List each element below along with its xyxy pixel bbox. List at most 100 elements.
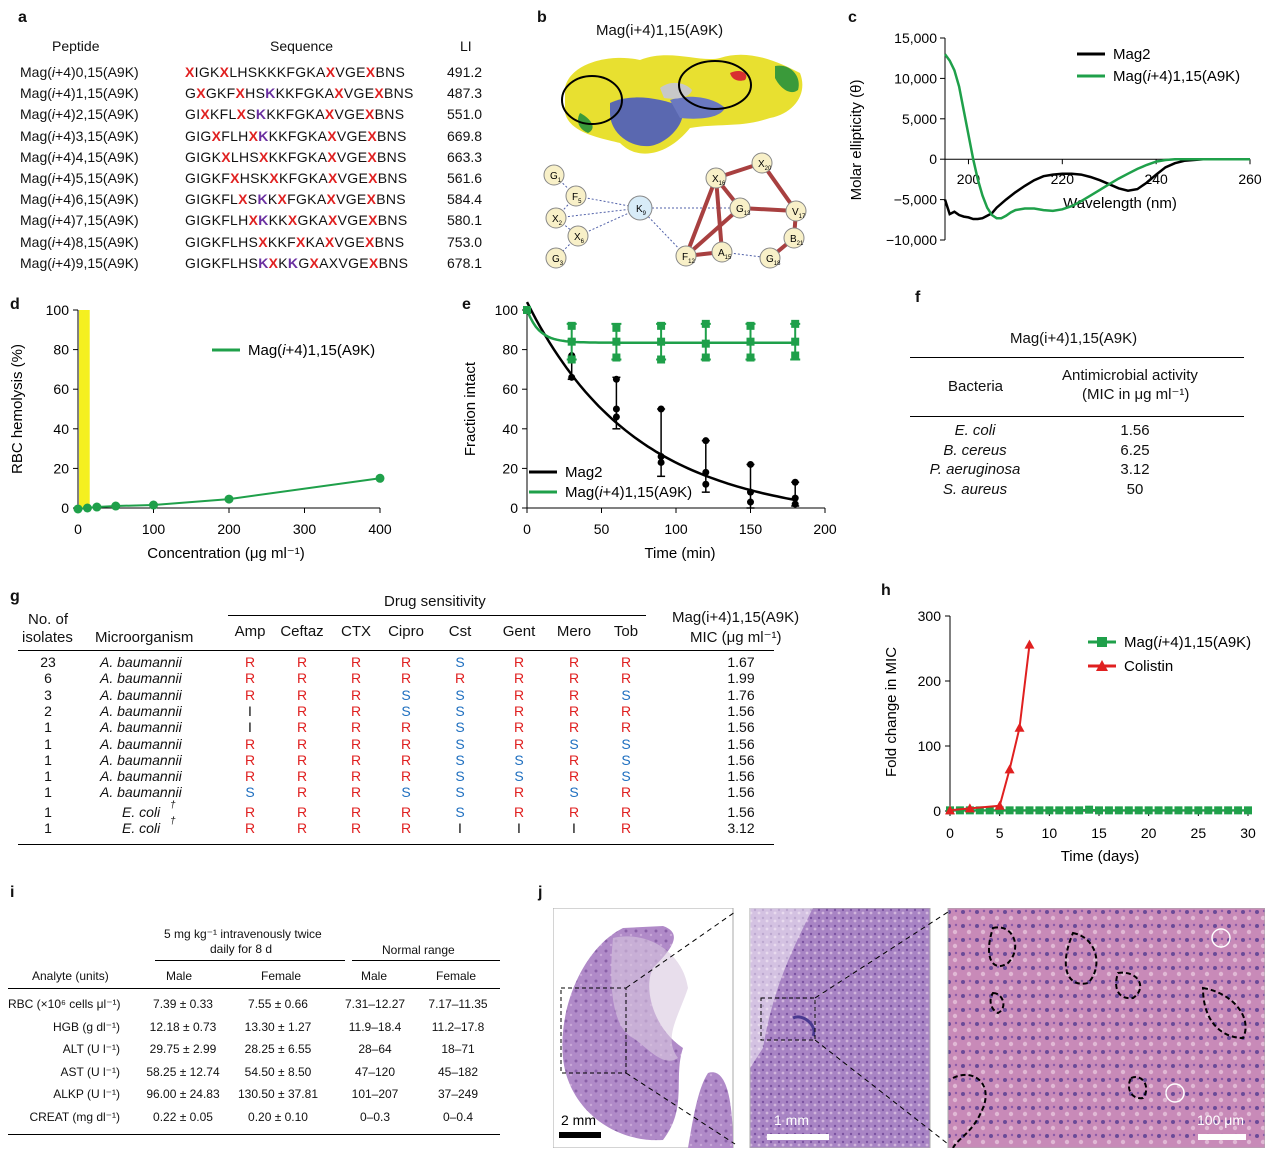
structure-title: Mag(i+4)1,15(A9K) xyxy=(596,22,724,39)
y-tick-label: 0 xyxy=(510,500,518,516)
mag-i4-point xyxy=(701,339,710,348)
mag-i4-point xyxy=(1154,806,1163,815)
g-organism: A. baumannii xyxy=(100,702,182,719)
sequence-segment: X xyxy=(368,170,378,186)
g-susceptibility-R: R xyxy=(296,751,308,768)
scale-bar-2mm: 2 mm xyxy=(561,1112,596,1128)
residue-label: F12 xyxy=(682,252,695,265)
mag-i4-point xyxy=(523,306,531,314)
legend-mag2: Mag2 xyxy=(1113,46,1151,63)
i-normal-female: 45–182 xyxy=(437,1064,479,1079)
y-tick-label: 10,000 xyxy=(894,70,937,86)
sequence-segment: K xyxy=(255,106,267,123)
colistin-point xyxy=(1014,722,1025,732)
f-mid-rule xyxy=(910,416,1244,417)
g-isolate-count: 2 xyxy=(44,702,52,719)
g-drug-header: Gent xyxy=(502,623,536,640)
f-mic: 6.25 xyxy=(1120,441,1150,459)
mag2-point xyxy=(747,488,754,496)
sequence-segment: BNS xyxy=(377,212,408,229)
i-analyte: RBC (×10⁶ cells μl⁻¹) xyxy=(8,997,121,1011)
g-susceptibility-I: I xyxy=(248,702,252,719)
li-value: 487.3 xyxy=(447,85,483,102)
sequence-segment: VGE xyxy=(336,127,368,144)
g-susceptibility-R: R xyxy=(244,670,256,687)
peptide-name: Mag(i+4)1,15(A9K) xyxy=(20,85,139,102)
g-susceptibility-R: R xyxy=(568,686,580,703)
colistin-point xyxy=(1024,639,1035,649)
legend-colistin: Colistin xyxy=(1124,658,1173,675)
g-organism: A. baumannii xyxy=(100,735,182,752)
network-edge-strong xyxy=(714,177,724,253)
peptide-name: Mag(i+4)4,15(A9K) xyxy=(20,148,139,165)
x-tick-label: 0 xyxy=(523,521,531,537)
sequence-segment: X xyxy=(230,170,240,186)
sequence-segment: X xyxy=(324,106,335,123)
mag-i4-point xyxy=(975,806,984,815)
peptide-sequence: GIGKXLHSXKKFGKAXVGEXBNS xyxy=(185,149,407,165)
g-susceptibility-S: S xyxy=(401,784,411,801)
sequence-segment: X xyxy=(368,254,379,271)
li-value: 753.0 xyxy=(447,233,483,250)
g-drug-header: Amp xyxy=(234,623,266,640)
g-susceptibility-R: R xyxy=(350,820,362,836)
g-isolate-count: 1 xyxy=(44,784,52,801)
residue-label: G1 xyxy=(550,171,562,184)
li-value: 491.2 xyxy=(447,64,483,80)
i-normal-female: 7.17–11.35 xyxy=(428,997,488,1011)
g-organism: A. baumannii xyxy=(100,784,182,801)
g-mic-value: 1.67 xyxy=(727,654,755,670)
g-susceptibility-R: R xyxy=(350,784,362,801)
residue-label: F5 xyxy=(572,192,582,205)
x-tick-label: 50 xyxy=(594,521,610,537)
sequence-segment: X xyxy=(326,191,337,208)
g-isolate-count: 1 xyxy=(44,820,52,836)
g-susceptibility-R: R xyxy=(296,820,308,836)
g-drug-header: Cipro xyxy=(388,623,424,640)
i-rule-normal xyxy=(352,960,500,961)
sequence-segment: BNS xyxy=(376,191,406,208)
g-isolate-count: 1 xyxy=(44,751,52,768)
g-drug-header: Mero xyxy=(556,623,592,640)
g-susceptibility-R: R xyxy=(400,654,412,670)
sequence-segment: GIGK xyxy=(185,148,222,165)
f-top-rule xyxy=(910,357,1244,358)
mag2-point xyxy=(747,498,754,506)
g-susceptibility-R: R xyxy=(400,820,412,836)
sequence-segment: KKF xyxy=(267,233,296,250)
mag-i4-point xyxy=(746,321,755,330)
panel-label-f: f xyxy=(915,289,921,306)
g-susceptibility-S: S xyxy=(569,735,579,752)
g-susceptibility-S: S xyxy=(455,654,465,670)
i-dose-2: daily for 8 d xyxy=(210,942,273,956)
li-value: 551.0 xyxy=(447,106,483,123)
mag-i4-point xyxy=(657,321,666,330)
x-tick-label: 200 xyxy=(813,521,837,537)
sequence-segment: GIGKFLHS xyxy=(185,254,259,271)
g-drug-header: Ceftaz xyxy=(280,623,324,640)
panel-a-sequence-table: Peptide Sequence LI Mag(i+4)0,15(A9K) XIG… xyxy=(20,36,520,276)
sequence-segment: KKFGKA xyxy=(268,148,328,165)
g-mic-value: 3.12 xyxy=(727,820,755,836)
i-male-value: 96.00 ± 24.83 xyxy=(146,1087,220,1101)
g-susceptibility-R: R xyxy=(296,768,308,785)
mag-i4-point xyxy=(1204,806,1213,815)
i-head-rule xyxy=(8,988,500,989)
mag2-point xyxy=(702,468,710,476)
residue-label: V17 xyxy=(792,207,806,220)
sequence-segment: K xyxy=(267,191,278,208)
mag-i4-point xyxy=(657,337,666,346)
colistin-line xyxy=(949,644,1031,812)
residue-node xyxy=(543,164,565,186)
f-bacteria: P. aeruginosa xyxy=(929,461,1021,478)
g-susceptibility-R: R xyxy=(513,654,525,670)
mag2-point xyxy=(657,405,665,413)
x-axis-label: Time (min) xyxy=(644,545,715,562)
peptide-name: Mag(i+4)3,15(A9K) xyxy=(20,127,139,144)
g-susceptibility-R: R xyxy=(620,702,632,719)
chart-e-stability: 0 50 100 150 200 0 20 40 60 80 100 Time (min) Fracti… xyxy=(462,301,837,562)
g-susceptibility-R: R xyxy=(244,686,256,703)
residue-label: B21 xyxy=(790,234,804,247)
peptide-name: Mag(i+4)5,15(A9K) xyxy=(20,170,139,186)
x-tick-label: 300 xyxy=(293,521,317,537)
